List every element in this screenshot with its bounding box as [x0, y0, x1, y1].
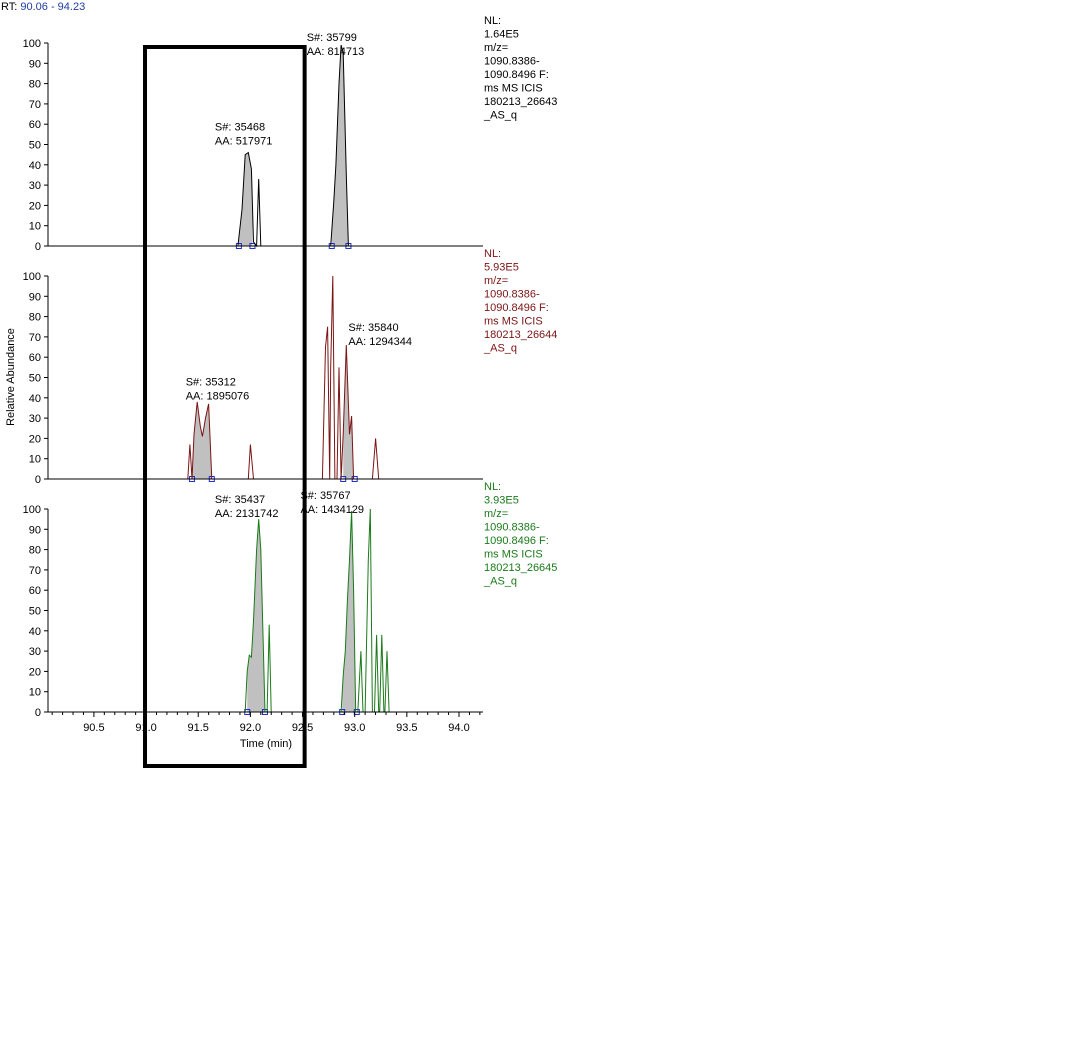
y-tick-label: 70 [29, 565, 41, 577]
y-tick-label: 20 [29, 666, 41, 678]
x-tick-label: 92.0 [240, 722, 261, 734]
y-tick-label: 100 [23, 38, 41, 50]
y-tick-label: 70 [29, 332, 41, 344]
y-tick-label: 0 [35, 474, 41, 486]
y-tick-label: 80 [29, 312, 41, 324]
y-axis-label: Relative Abundance [5, 328, 17, 426]
peak-area-2-1 [343, 345, 355, 479]
panel-info-text: NL: [484, 248, 501, 260]
y-tick-label: 60 [29, 585, 41, 597]
y-tick-label: 50 [29, 373, 41, 385]
panel-2: 0 10 20 30 40 50 60 70 80 90 100 S#: 35840 AA: 12943… [23, 248, 558, 486]
panel-info-text: ms MS ICIS [484, 549, 543, 561]
panel-info-text: 1090.8386- [484, 522, 540, 534]
y-tick-label: 60 [29, 119, 41, 131]
y-tick-label: 40 [29, 160, 41, 172]
panel-info-text: ms MS ICIS [484, 316, 543, 328]
rt-label-prefix: RT: [1, 1, 18, 13]
peak-annotation: S#: 35437 [215, 494, 265, 506]
y-tick-label: 40 [29, 393, 41, 405]
y-tick-label: 0 [35, 707, 41, 719]
y-tick-label: 80 [29, 545, 41, 557]
panel-info-text: 1090.8386- [484, 56, 540, 68]
rt-range-value: 90.06 - 94.23 [20, 1, 86, 13]
y-tick-label: 40 [29, 626, 41, 638]
y-tick-label: 30 [29, 180, 41, 192]
peak-annotation: AA: 2131742 [215, 508, 279, 520]
panel-info-text: 1090.8386- [484, 289, 540, 301]
panel-info-text: 3.93E5 [484, 495, 519, 507]
y-tick-label: 60 [29, 352, 41, 364]
peak-annotation: AA: 814713 [307, 46, 365, 58]
trace-line-2 [48, 275, 483, 480]
y-tick-label: 20 [29, 433, 41, 445]
peak-annotation: S#: 35468 [215, 121, 265, 133]
rt-range-label: RT: 90.06 - 94.23 [1, 1, 85, 13]
x-tick-label: 92.5 [292, 722, 313, 734]
y-tick-label: 90 [29, 58, 41, 70]
highlight-box [143, 45, 307, 768]
trace-line-3 [48, 508, 483, 713]
panel-1: 0 10 20 30 40 50 60 70 80 90 100 S#: 35468 AA: 51797… [23, 15, 558, 253]
y-tick-label: 10 [29, 454, 41, 466]
panel-info-text: NL: [484, 481, 501, 493]
panel-info-text: ms MS ICIS [484, 83, 543, 95]
y-tick-label: 100 [23, 504, 41, 516]
peak-annotation: S#: 35312 [186, 377, 236, 389]
x-tick-label: 93.5 [396, 722, 417, 734]
peak-annotation: AA: 1434129 [300, 504, 364, 516]
panel-info-text: 180213_26644 [484, 329, 557, 341]
panel-info-text: 5.93E5 [484, 262, 519, 274]
peak-area-2-2 [191, 401, 212, 479]
panel-info-text: _AS_q [483, 110, 517, 122]
panel-info-text: 1090.8496 F: [484, 535, 549, 547]
peak-area-1-1 [238, 152, 253, 246]
panel-info-text: m/z= [484, 42, 508, 54]
panel-info-text: _AS_q [483, 343, 517, 355]
panel-info-text: m/z= [484, 275, 508, 287]
panel-info-text: 1090.8496 F: [484, 302, 549, 314]
y-tick-label: 30 [29, 646, 41, 658]
x-tick-label: 90.5 [83, 722, 104, 734]
peak-area-3-2 [342, 511, 357, 712]
peak-annotation: AA: 1294344 [348, 336, 412, 348]
panel-3: 0 10 20 30 40 50 60 70 80 90 100 S#: 35437 AA: 21317… [23, 481, 558, 719]
panel-info-text: _AS_q [483, 576, 517, 588]
peak-annotation: S#: 35767 [300, 490, 350, 502]
y-tick-label: 50 [29, 606, 41, 618]
peak-annotation: AA: 517971 [215, 135, 273, 147]
y-tick-label: 0 [35, 241, 41, 253]
y-tick-label: 30 [29, 413, 41, 425]
x-tick-label: 91.5 [188, 722, 209, 734]
y-tick-label: 50 [29, 140, 41, 152]
y-tick-label: 100 [23, 271, 41, 283]
x-tick-label: 94.0 [448, 722, 469, 734]
panel-info-text: 1.64E5 [484, 29, 519, 41]
x-axis: 90.5 91.0 91.5 92.0 92.5 93.0 93.5 94.0 [51, 712, 481, 734]
y-tick-label: 20 [29, 200, 41, 212]
peak-area-3-1 [247, 519, 265, 712]
peak-annotation: S#: 35799 [307, 32, 357, 44]
x-tick-label: 93.0 [344, 722, 365, 734]
y-tick-label: 10 [29, 687, 41, 699]
y-tick-label: 70 [29, 99, 41, 111]
panel-info-text: 1090.8496 F: [484, 69, 549, 81]
peak-annotation: S#: 35840 [348, 322, 398, 334]
panel-info-text: 180213_26645 [484, 562, 557, 574]
peak-annotation: AA: 1895076 [186, 391, 250, 403]
y-tick-label: 90 [29, 291, 41, 303]
y-tick-label: 80 [29, 79, 41, 91]
panel-info-text: m/z= [484, 508, 508, 520]
panel-info-text: 180213_26643 [484, 96, 557, 108]
y-tick-label: 10 [29, 221, 41, 233]
panel-info-text: NL: [484, 15, 501, 27]
y-tick-label: 90 [29, 524, 41, 536]
x-axis-label: Time (min) [240, 738, 292, 750]
